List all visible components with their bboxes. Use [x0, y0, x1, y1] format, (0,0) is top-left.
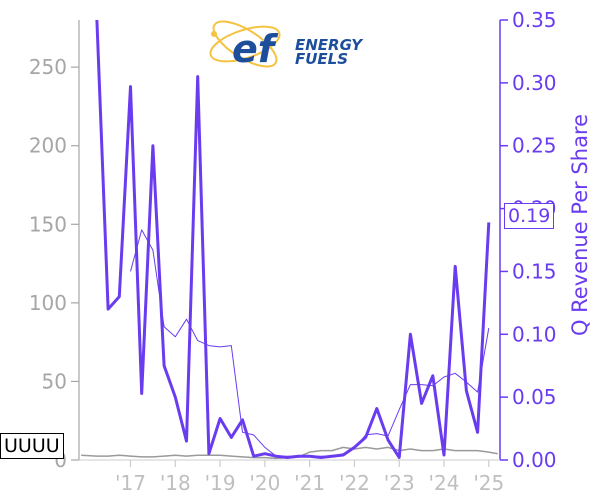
- left-tick-label: 250: [29, 55, 67, 79]
- x-tick-label: '19: [205, 471, 236, 495]
- atom-orbit-icon: [209, 20, 281, 68]
- x-tick-label: '25: [473, 471, 504, 495]
- right-tick-label: 0.00: [512, 448, 557, 472]
- x-tick-label: '18: [160, 471, 191, 495]
- right-axis: 0.000.050.100.150.200.250.300.35: [499, 8, 557, 472]
- x-tick-label: '23: [384, 471, 415, 495]
- right-tick-label: 0.25: [512, 134, 557, 158]
- x-axis: '17 '18 '19 '20 '21 '22 '23 '24 '25: [79, 459, 504, 495]
- logo-mark: ef: [232, 27, 279, 71]
- logo-text-line1: ENERGY: [295, 36, 364, 54]
- revenue-avg-line: [130, 229, 490, 457]
- x-tick-label: '17: [115, 471, 146, 495]
- right-tick-label: 0.35: [512, 8, 557, 32]
- x-tick-label: '22: [339, 471, 370, 495]
- ticker-label: UUUU: [0, 433, 64, 459]
- x-tick-label: '24: [429, 471, 460, 495]
- x-tick-label: '21: [294, 471, 325, 495]
- current-value-badge: 0.19: [504, 203, 555, 229]
- revenue-line: [95, 19, 491, 459]
- left-tick-label: 50: [42, 369, 67, 393]
- right-tick-label: 0.05: [512, 385, 557, 409]
- logo-text-line2: FUELS: [295, 50, 348, 68]
- energy-fuels-logo: ef ENERGY FUELS: [209, 20, 364, 71]
- x-tick-label: '20: [249, 471, 280, 495]
- left-tick-label: 150: [29, 212, 67, 236]
- right-tick-label: 0.10: [512, 322, 557, 346]
- left-tick-label: 200: [29, 134, 67, 158]
- left-tick-label: 100: [29, 291, 67, 315]
- right-tick-label: 0.30: [512, 71, 557, 95]
- right-tick-label: 0.15: [512, 259, 557, 283]
- series-layer: [81, 19, 498, 460]
- right-axis-label: Q Revenue Per Share: [568, 114, 592, 336]
